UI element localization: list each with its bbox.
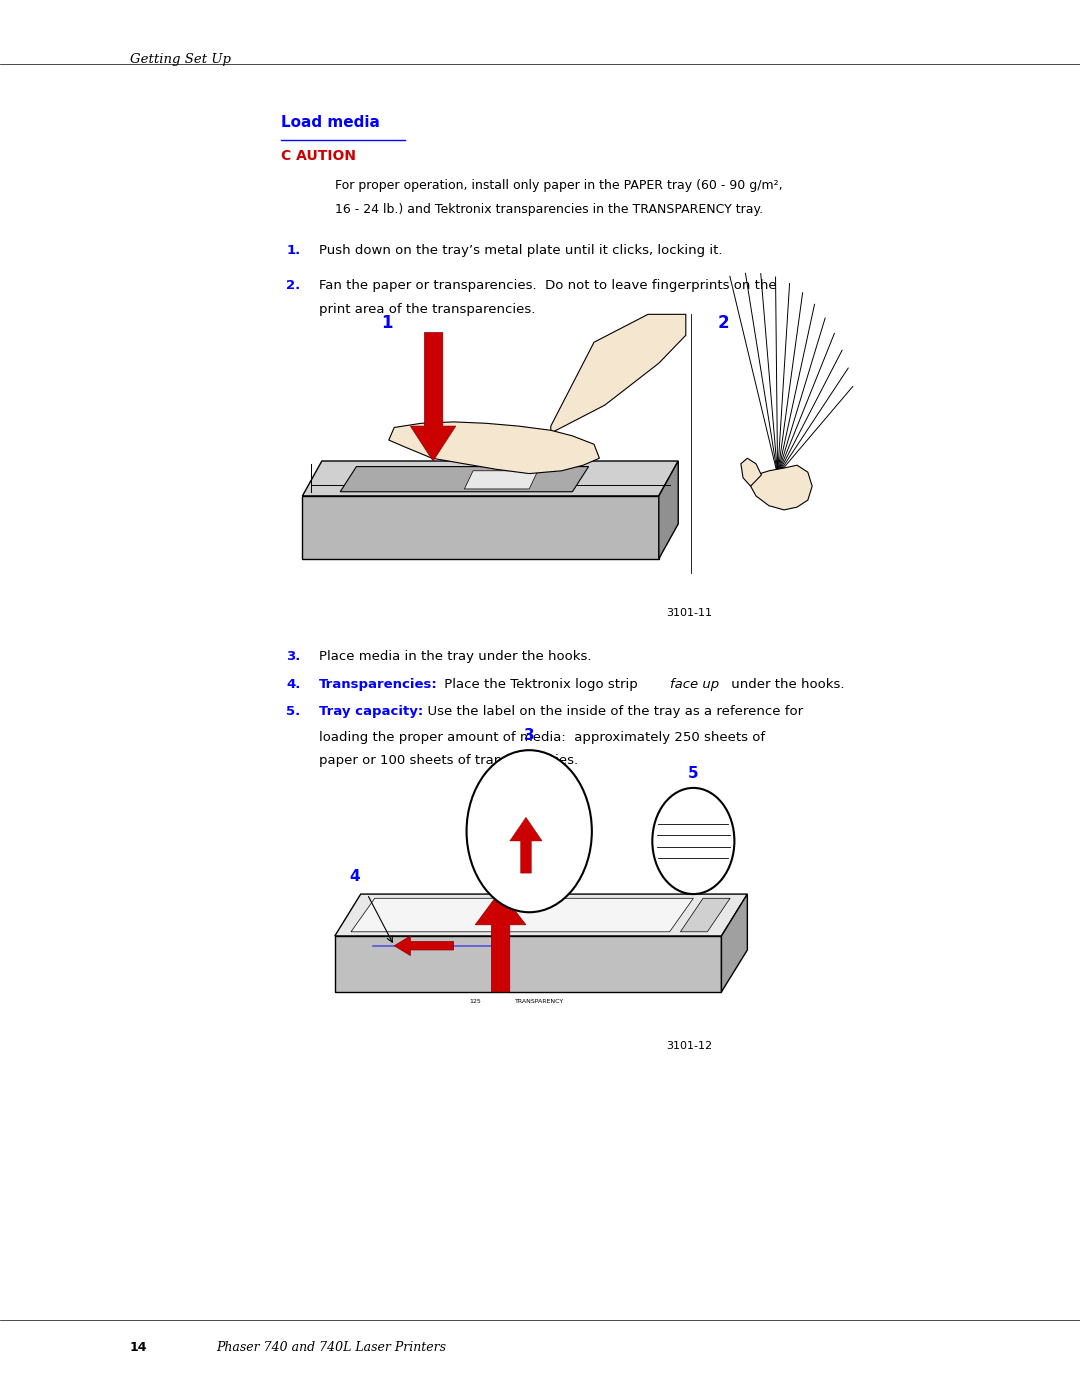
Text: print area of the transparencies.: print area of the transparencies. bbox=[319, 303, 535, 316]
Text: Place the Tektronix logo strip: Place the Tektronix logo strip bbox=[440, 678, 642, 690]
Text: 2: 2 bbox=[718, 314, 729, 332]
Circle shape bbox=[467, 750, 592, 912]
Polygon shape bbox=[389, 422, 599, 474]
Text: Load media: Load media bbox=[281, 115, 380, 130]
Polygon shape bbox=[551, 314, 686, 433]
Text: Getting Set Up: Getting Set Up bbox=[130, 53, 231, 66]
Polygon shape bbox=[340, 467, 589, 492]
Text: 1: 1 bbox=[381, 314, 392, 332]
Text: 5.: 5. bbox=[286, 705, 300, 718]
Text: C AUTION: C AUTION bbox=[281, 149, 355, 163]
Text: Push down on the tray’s metal plate until it clicks, locking it.: Push down on the tray’s metal plate unti… bbox=[319, 244, 723, 257]
Polygon shape bbox=[741, 458, 761, 486]
Polygon shape bbox=[351, 898, 693, 932]
Polygon shape bbox=[751, 465, 812, 510]
Polygon shape bbox=[302, 496, 659, 559]
Text: Fan the paper or transparencies.  Do not to leave fingerprints on the: Fan the paper or transparencies. Do not … bbox=[319, 279, 777, 292]
Text: Tray capacity:: Tray capacity: bbox=[319, 705, 423, 718]
Text: 5: 5 bbox=[688, 766, 699, 781]
Polygon shape bbox=[335, 936, 721, 992]
Polygon shape bbox=[335, 894, 747, 936]
Text: under the hooks.: under the hooks. bbox=[727, 678, 845, 690]
Text: Transparencies:: Transparencies: bbox=[319, 678, 437, 690]
Polygon shape bbox=[410, 332, 456, 461]
Text: 1.: 1. bbox=[286, 244, 300, 257]
Text: 3.: 3. bbox=[286, 650, 300, 662]
Text: For proper operation, install only paper in the PAPER tray (60 - 90 g/m²,: For proper operation, install only paper… bbox=[335, 179, 782, 191]
Polygon shape bbox=[394, 936, 454, 956]
Polygon shape bbox=[464, 471, 538, 489]
Text: 3101-12: 3101-12 bbox=[666, 1041, 713, 1051]
Text: TRANSPARENCY: TRANSPARENCY bbox=[515, 999, 565, 1004]
Polygon shape bbox=[475, 891, 526, 992]
Polygon shape bbox=[659, 461, 678, 559]
Text: Place media in the tray under the hooks.: Place media in the tray under the hooks. bbox=[319, 650, 591, 662]
Circle shape bbox=[652, 788, 734, 894]
Text: 4.: 4. bbox=[286, 678, 300, 690]
Text: 2.: 2. bbox=[286, 279, 300, 292]
Polygon shape bbox=[721, 894, 747, 992]
Text: 3: 3 bbox=[524, 728, 535, 743]
Text: 14: 14 bbox=[130, 1341, 147, 1354]
Text: 4: 4 bbox=[349, 869, 360, 884]
Text: Use the label on the inside of the tray as a reference for: Use the label on the inside of the tray … bbox=[419, 705, 804, 718]
Text: paper or 100 sheets of transparencies.: paper or 100 sheets of transparencies. bbox=[319, 754, 578, 767]
Text: 16 - 24 lb.) and Tektronix transparencies in the TRANSPARENCY tray.: 16 - 24 lb.) and Tektronix transparencie… bbox=[335, 203, 762, 215]
Text: 125: 125 bbox=[470, 999, 481, 1004]
Text: 3101-11: 3101-11 bbox=[666, 608, 713, 617]
Text: Phaser 740 and 740L Laser Printers: Phaser 740 and 740L Laser Printers bbox=[216, 1341, 446, 1354]
Text: face up: face up bbox=[670, 678, 718, 690]
Polygon shape bbox=[302, 461, 678, 496]
Text: loading the proper amount of media:  approximately 250 sheets of: loading the proper amount of media: appr… bbox=[319, 731, 765, 743]
Polygon shape bbox=[680, 898, 730, 932]
Polygon shape bbox=[510, 817, 542, 873]
